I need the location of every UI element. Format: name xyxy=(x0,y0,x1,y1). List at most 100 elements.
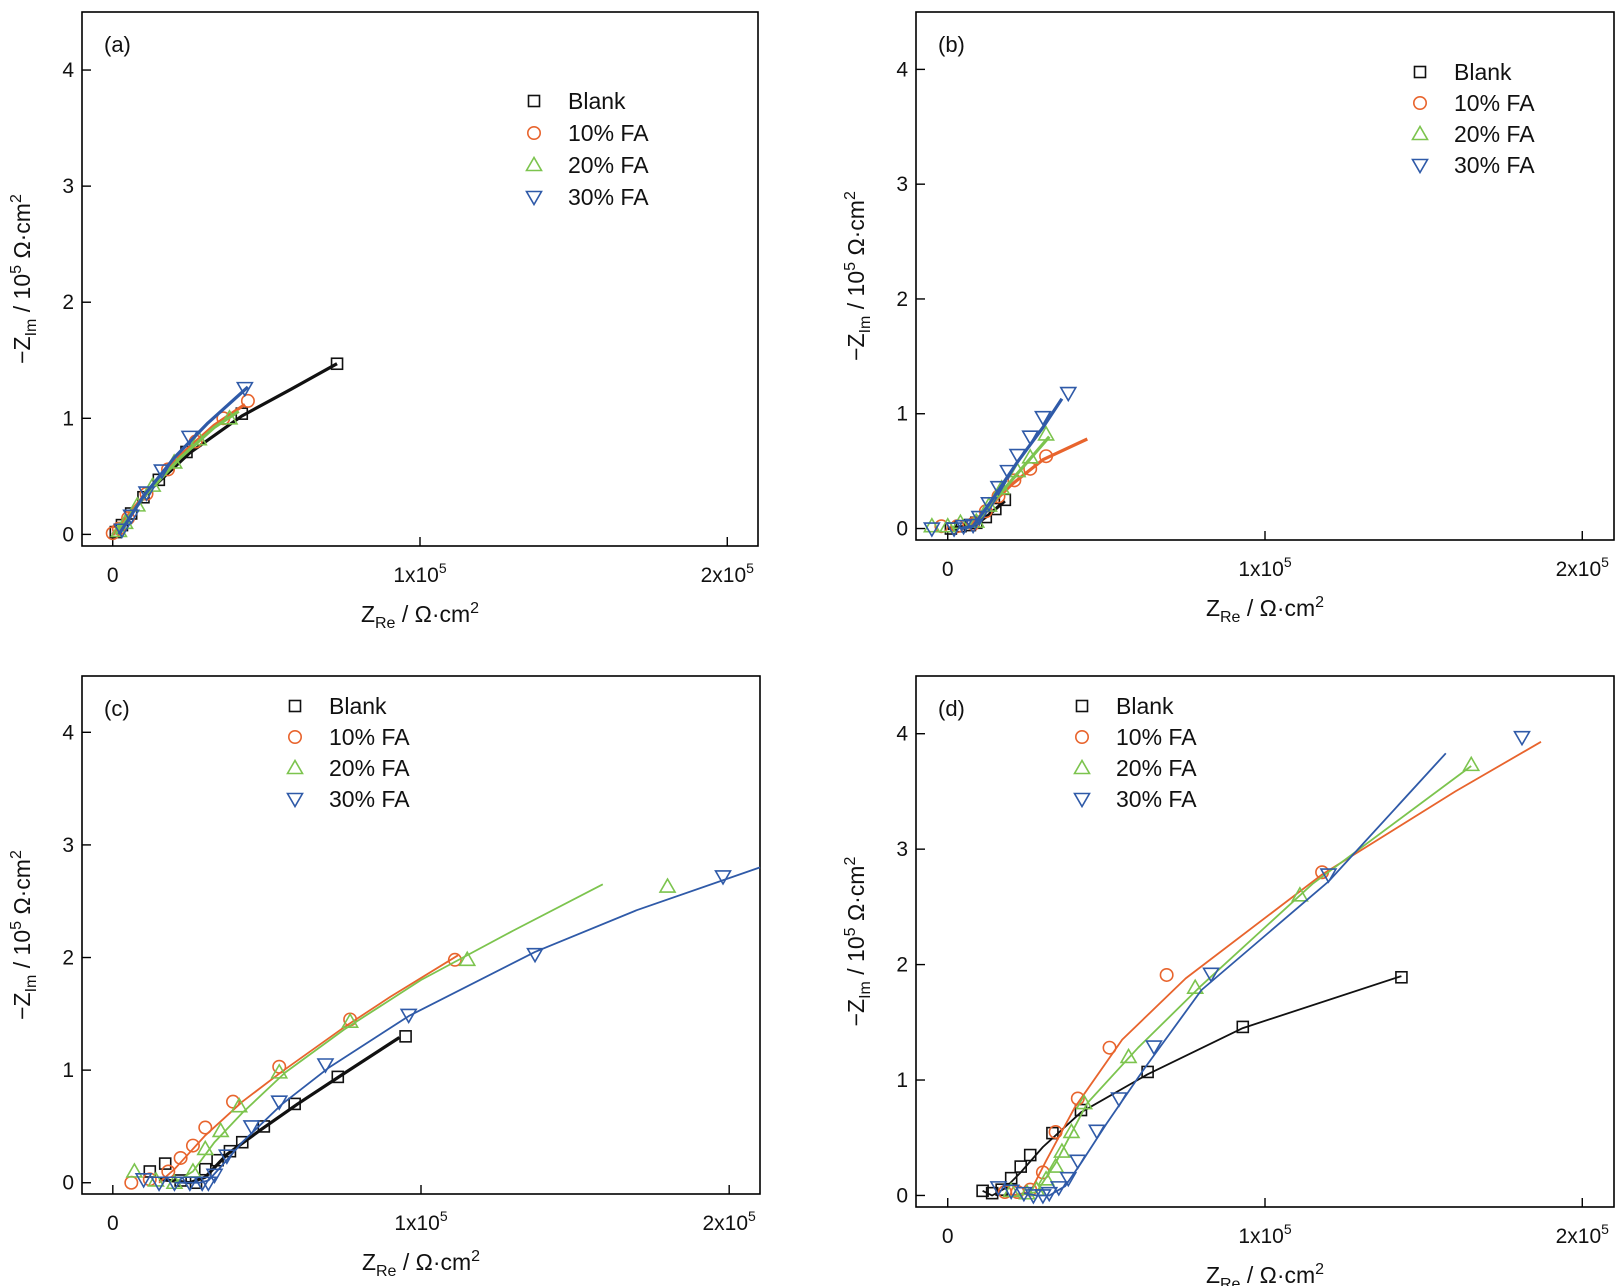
data-point xyxy=(1119,1047,1138,1064)
data-point xyxy=(1046,1126,1059,1140)
data-point xyxy=(1319,868,1338,884)
label-part: Z xyxy=(1206,1262,1220,1286)
y-tick-label: 1 xyxy=(62,1059,74,1082)
x-axis-label: ZRe / Ω·cm2 xyxy=(362,1248,480,1280)
x-tick-label: 1x105 xyxy=(1238,1221,1292,1248)
legend-label: 30% FA xyxy=(1454,152,1535,178)
y-tick-label: 3 xyxy=(896,838,908,861)
data-point xyxy=(124,1175,139,1190)
legend-label: Blank xyxy=(568,88,626,114)
series-30-fa xyxy=(989,730,1531,1205)
plot-frame xyxy=(81,11,759,547)
data-point xyxy=(270,1095,289,1111)
data-point xyxy=(1048,1124,1063,1139)
label-part: Re xyxy=(375,615,396,632)
label-part: Z xyxy=(1206,595,1220,621)
y-tick-label: 1 xyxy=(896,1069,908,1092)
data-point xyxy=(125,1162,144,1178)
series-20-fa xyxy=(1002,755,1481,1200)
legend-marker xyxy=(1413,96,1428,111)
fit-line xyxy=(1011,741,1542,1197)
series-30-fa xyxy=(134,866,761,1192)
data-point xyxy=(922,517,941,533)
legend-marker xyxy=(1411,158,1429,175)
legend-marker xyxy=(1075,699,1089,713)
data-point xyxy=(331,1070,345,1084)
legend-label: 30% FA xyxy=(1116,786,1197,812)
data-point xyxy=(1236,1020,1250,1034)
series-blank xyxy=(143,1030,412,1190)
label-part: 5 xyxy=(1601,554,1609,570)
data-point xyxy=(1186,978,1205,994)
data-point xyxy=(399,1008,418,1025)
label-part: −Z xyxy=(9,992,35,1019)
series-blank xyxy=(976,970,1408,1200)
data-point xyxy=(658,877,677,893)
data-point xyxy=(458,950,477,967)
y-tick-label: 2 xyxy=(62,947,74,970)
data-point xyxy=(180,430,199,446)
data-point xyxy=(399,1030,412,1043)
data-point xyxy=(945,522,963,538)
x-tick-label: 2x105 xyxy=(1556,554,1610,581)
data-point xyxy=(242,1120,261,1136)
fit-line xyxy=(174,883,604,1184)
y-tick-label: 3 xyxy=(62,175,74,198)
label-part: / Ω·cm xyxy=(1240,1262,1315,1286)
data-point xyxy=(185,1138,200,1153)
label-part: 2 xyxy=(471,1248,480,1265)
data-point xyxy=(235,381,254,398)
data-point xyxy=(165,1173,184,1190)
label-part: 5 xyxy=(439,560,447,576)
legend-marker xyxy=(1075,729,1090,744)
data-point xyxy=(199,1176,218,1192)
data-point xyxy=(235,1135,249,1149)
legend-label: 20% FA xyxy=(1116,755,1197,781)
data-point xyxy=(1049,1181,1068,1197)
data-point xyxy=(143,476,162,492)
y-tick-label: 4 xyxy=(896,723,908,746)
data-point xyxy=(938,517,957,533)
data-point xyxy=(150,1176,168,1192)
data-point xyxy=(137,486,156,502)
data-point xyxy=(976,1184,989,1198)
y-axis-label: −ZIm / 105 Ω·cm2 xyxy=(8,194,40,364)
y-tick-label: 4 xyxy=(62,721,74,744)
data-point xyxy=(1014,1160,1028,1173)
label-part: 2 xyxy=(1315,594,1324,611)
data-point xyxy=(122,509,141,525)
label-part: −Z xyxy=(843,999,869,1026)
data-point xyxy=(526,947,544,964)
legend-marker xyxy=(288,699,302,713)
label-part: / 10 xyxy=(9,930,35,975)
legend-marker xyxy=(287,729,302,744)
label-part: 5 xyxy=(8,921,25,930)
x-tick-label: 0 xyxy=(107,564,119,587)
x-tick-label: 0 xyxy=(107,1212,119,1235)
x-tick-label: 1x105 xyxy=(394,1208,448,1235)
data-point xyxy=(211,1121,230,1138)
x-tick-label: 2x105 xyxy=(703,1208,757,1235)
series-10-fa xyxy=(997,741,1542,1199)
legend-label: 20% FA xyxy=(568,152,649,178)
label-part: Ω·cm xyxy=(9,203,35,265)
y-tick-label: 0 xyxy=(62,1172,74,1195)
x-axis-label: ZRe / Ω·cm2 xyxy=(1206,594,1324,626)
label-part: Ω·cm xyxy=(9,859,35,921)
legend-label: 10% FA xyxy=(568,120,649,146)
data-point xyxy=(980,496,998,513)
label-part: 5 xyxy=(748,1208,756,1224)
data-point xyxy=(180,1176,199,1192)
label-part: 2x10 xyxy=(1556,1225,1602,1248)
label-part: 5 xyxy=(842,262,859,271)
label-part: 1x10 xyxy=(393,564,439,587)
data-point xyxy=(230,1097,249,1113)
legend-marker xyxy=(526,126,541,141)
data-point xyxy=(1059,386,1078,403)
label-part: Re xyxy=(1220,609,1241,626)
data-point xyxy=(1062,1122,1081,1139)
label-part: / 10 xyxy=(9,274,35,319)
fit-line xyxy=(158,954,459,1184)
